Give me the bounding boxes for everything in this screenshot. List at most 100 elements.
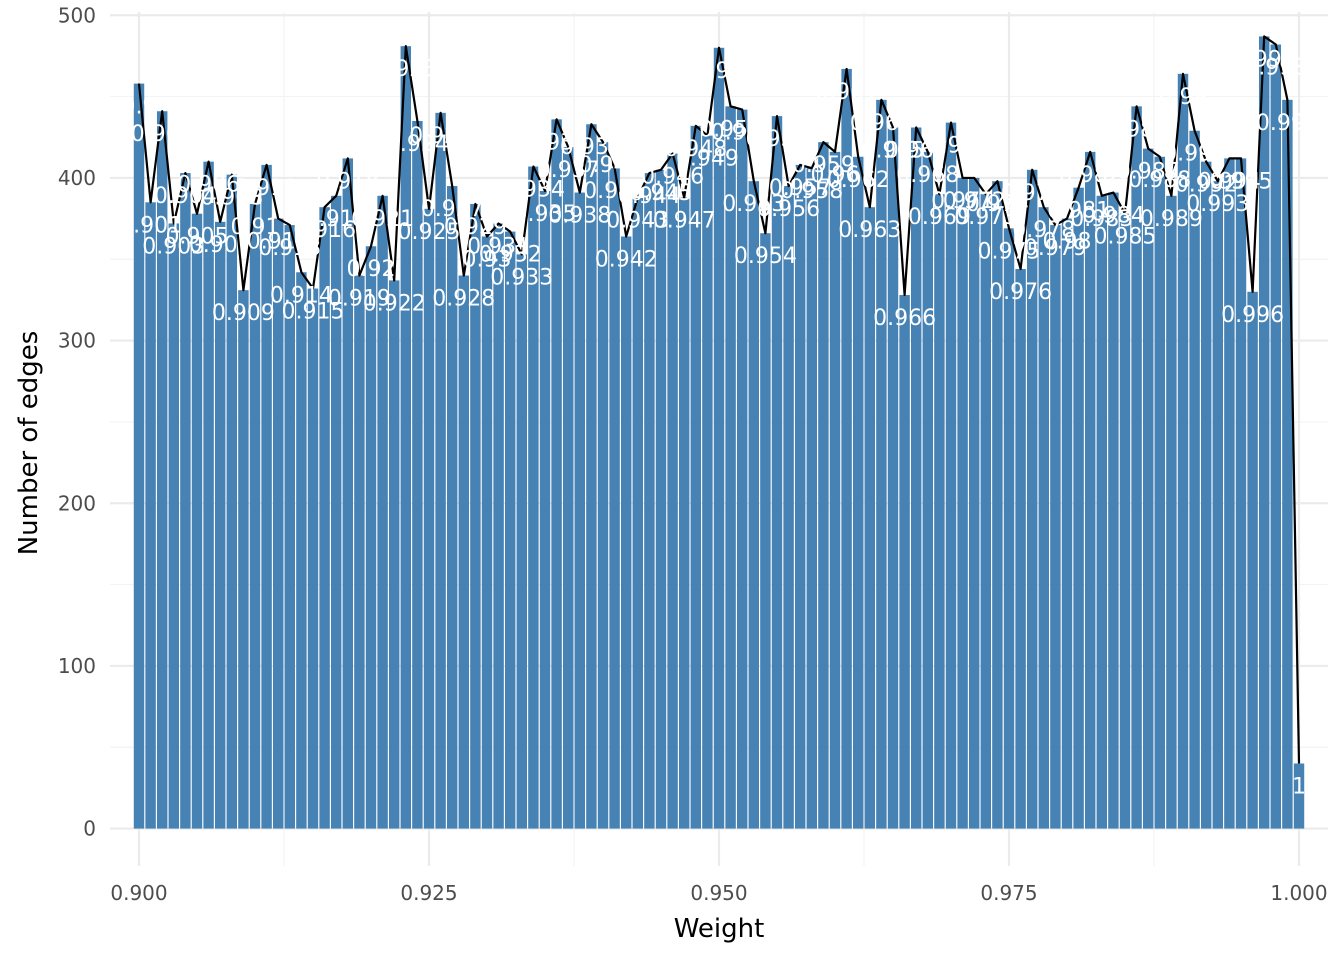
- bar: [899, 295, 910, 829]
- bar: [1026, 169, 1038, 829]
- bar-label: 0.958: [780, 179, 843, 204]
- bar-label: 0.926: [409, 124, 472, 149]
- bar: [678, 197, 690, 829]
- bar: [1084, 151, 1096, 829]
- bar-label: 0.916: [293, 218, 356, 243]
- bar-label: 0.981: [1047, 199, 1110, 224]
- y-tick-label: 200: [58, 491, 96, 515]
- x-tick-label: 1.000: [1270, 881, 1327, 905]
- bar-label: 0.941: [583, 179, 646, 204]
- bar: [203, 161, 214, 829]
- bar: [1096, 195, 1108, 829]
- bar: [214, 221, 226, 829]
- bar-label: 0.939: [560, 135, 623, 160]
- bar: [365, 246, 377, 829]
- bar-label: 0.971: [931, 189, 994, 214]
- bar: [504, 231, 516, 829]
- bar-label: 0.945: [630, 181, 693, 206]
- bar-label: 0.946: [641, 165, 704, 190]
- bar-label: 0.919: [328, 287, 391, 312]
- bar-label: 0.977: [1001, 181, 1064, 206]
- bar: [423, 208, 435, 829]
- bar: [1131, 106, 1142, 829]
- bar: [655, 169, 667, 829]
- bar-label: 0.909: [212, 301, 275, 326]
- bar-label: 0.94: [579, 153, 628, 178]
- bar-label: 0.993: [1186, 192, 1249, 217]
- bar-label: 0.972: [943, 189, 1006, 214]
- bar-label: 0.917: [305, 207, 368, 232]
- bar-label: 0.953: [722, 192, 785, 217]
- bar: [945, 122, 957, 829]
- bar: [1200, 161, 1212, 829]
- bar: [910, 127, 922, 829]
- bar: [852, 156, 864, 829]
- bar-label: 0.938: [548, 204, 611, 229]
- bar-label: 0.98: [1043, 230, 1092, 255]
- bar-label: 0.954: [734, 244, 797, 269]
- bar: [864, 207, 876, 829]
- bar-label: 0.983: [1070, 207, 1133, 232]
- bar: [1015, 269, 1026, 829]
- bar: [342, 158, 354, 829]
- bar-label: 0.911: [235, 176, 298, 201]
- bar-label: 0.96: [811, 163, 860, 188]
- bar-label: 0.99: [1159, 85, 1208, 110]
- bar: [736, 109, 748, 829]
- bar-label: 0.95: [695, 59, 744, 84]
- bar: [1154, 156, 1166, 829]
- bar: [968, 177, 980, 829]
- bar-label: 0.982: [1059, 163, 1122, 188]
- bar-label: 0.901: [119, 213, 182, 238]
- bar-label: 0.986: [1105, 117, 1168, 142]
- bar: [806, 168, 818, 829]
- bar: [609, 168, 620, 829]
- bar-label: 0.995: [1210, 169, 1273, 194]
- bar: [470, 203, 481, 829]
- bar-label: 0.943: [606, 208, 669, 233]
- bar-label: 0.956: [757, 197, 820, 222]
- bar: [771, 116, 783, 829]
- bar-label: 0.902: [131, 122, 194, 147]
- bar-label: 0.925: [398, 220, 461, 245]
- bar: [330, 195, 342, 829]
- bar: [1166, 195, 1177, 829]
- bar-label: 0.996: [1221, 303, 1284, 328]
- bar-label: 0.991: [1163, 142, 1226, 167]
- bar: [551, 119, 562, 829]
- bar: [249, 203, 261, 829]
- bar-label: 0.923: [374, 57, 437, 82]
- bar-label: 0.906: [177, 173, 240, 198]
- bar: [481, 236, 493, 829]
- bar-label: 0.913: [258, 236, 321, 261]
- bar-label: 0.994: [1198, 169, 1261, 194]
- bar: [1247, 291, 1258, 829]
- bar: [620, 236, 632, 829]
- bar-label: 0.904: [154, 184, 217, 209]
- bar-label: 0.985: [1094, 225, 1157, 250]
- bar-label: 0.937: [537, 158, 600, 183]
- y-tick-label: 300: [58, 329, 96, 353]
- bar: [702, 135, 713, 829]
- bar-label: 0.942: [595, 247, 658, 272]
- bar: [284, 225, 296, 829]
- bar: [1282, 99, 1293, 829]
- bar: [794, 164, 806, 829]
- bar-label: 0.948: [664, 137, 727, 162]
- bar: [597, 142, 609, 829]
- bar: [644, 173, 655, 829]
- bar-label: 0.964: [850, 111, 913, 136]
- bar-label: 0.997: [1233, 47, 1296, 72]
- bar-label: 0.978: [1012, 218, 1075, 243]
- bar: [377, 195, 388, 829]
- axis-tick-labels: 0.900 0.925 0.950 0.975 1.000 0 100 200 300 400 50…: [58, 3, 1328, 905]
- bar-label: 0.907: [189, 233, 252, 258]
- bar: [1212, 181, 1224, 829]
- bar: [133, 83, 145, 829]
- bar-label: 0.999: [1256, 111, 1319, 136]
- bar: [435, 112, 446, 829]
- bar: [980, 194, 992, 829]
- bar: [922, 151, 934, 829]
- bar: [1189, 130, 1200, 829]
- bar-label: 0.965: [862, 138, 925, 163]
